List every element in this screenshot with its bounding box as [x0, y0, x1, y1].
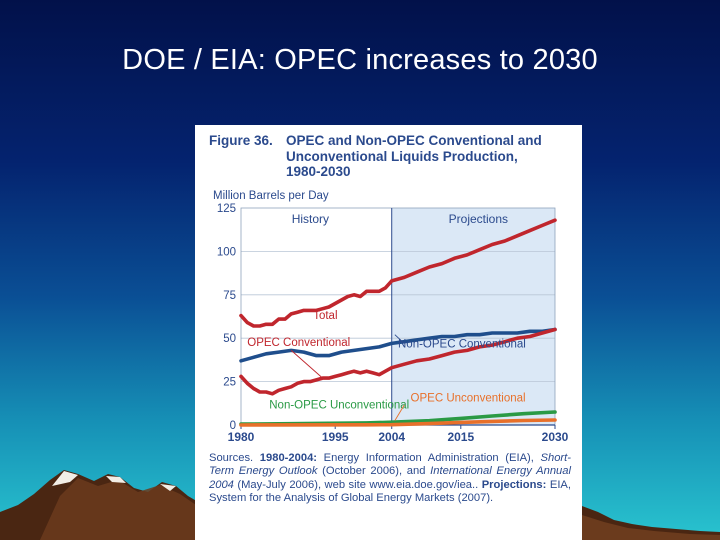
- series-line-opec-unconventional: [239, 418, 557, 427]
- figure-title-line-1: OPEC and Non-OPEC Conventional and: [286, 133, 542, 148]
- x-tick-label-1980: 1980: [228, 430, 255, 444]
- figure-card: Figure 36. OPEC and Non-OPEC Conventiona…: [195, 125, 582, 540]
- region-label-projections: Projections: [449, 212, 508, 226]
- annotation-label-non-opec-unconventional: Non-OPEC Unconventional: [269, 400, 409, 412]
- production-chart: 0 25 50 75 100 125 1980 1995 2004 2015 2030 History…: [217, 203, 569, 444]
- region-label-history: History: [292, 212, 329, 226]
- sources-history-text-3: (May-July 2006), web site www.eia.doe.go…: [233, 478, 482, 491]
- x-tick-label-1995: 1995: [322, 430, 349, 444]
- annotation-label-opec-conventional: OPEC Conventional: [247, 337, 350, 349]
- figure-header: Figure 36. OPEC and Non-OPEC Conventiona…: [209, 133, 574, 179]
- sources-projections-label: Projections:: [481, 478, 547, 491]
- slide-title: DOE / EIA: OPEC increases to 2030: [122, 44, 598, 76]
- sources-projections-text: EIA, System for the Analysis of Global E…: [209, 478, 571, 504]
- series-line-total: [239, 218, 557, 328]
- y-tick-label-125: 125: [217, 203, 236, 215]
- annotation-label-opec-unconventional: OPEC Unconventional: [411, 393, 526, 405]
- annotation-label-non-opec-conventional: Non-OPEC Conventional: [398, 339, 526, 351]
- series-line-non-opec-conventional: [239, 327, 557, 363]
- projection-region: [391, 208, 555, 425]
- x-tick-label-2004: 2004: [378, 430, 405, 444]
- figure-title-line-2: Unconventional Liquids Production,: [286, 148, 518, 164]
- series-line-opec-conventional: [239, 327, 557, 396]
- sources-history-text-1: Energy Information Administration (EIA),: [317, 452, 541, 464]
- y-axis-unit-label: Million Barrels per Day: [213, 190, 329, 202]
- figure-title-line-3: 1980-2030: [286, 164, 351, 179]
- sources-prefix: Sources.: [209, 452, 260, 464]
- y-tick-label-0: 0: [230, 420, 236, 432]
- figure-title: OPEC and Non-OPEC Conventional and Uncon…: [286, 133, 576, 180]
- sources-steo: Short-Term Energy Outlook: [209, 452, 571, 478]
- x-tick-label-2015: 2015: [447, 430, 474, 444]
- sources-history-label: 1980-2004:: [259, 452, 318, 464]
- sources-history-text-2: (October 2006), and: [317, 465, 431, 478]
- y-tick-label-100: 100: [217, 246, 236, 258]
- y-tick-label-75: 75: [223, 290, 236, 302]
- figure-number: Figure 36.: [209, 133, 273, 148]
- x-tick-label-2030: 2030: [542, 430, 569, 444]
- sources-iea: International Energy Annual 2004: [209, 465, 571, 491]
- annotation-leader-opec-unconventional: [394, 404, 405, 421]
- annotation-label-total: Total: [313, 310, 337, 322]
- y-tick-label-25: 25: [223, 377, 236, 389]
- y-tick-label-50: 50: [223, 333, 236, 345]
- annotation-leader-opec-conventional: [290, 350, 323, 379]
- sources-note: Sources. 1980-2004: Energy Information A…: [209, 452, 571, 505]
- annotation-leader-non-opec-conventional: [394, 334, 405, 344]
